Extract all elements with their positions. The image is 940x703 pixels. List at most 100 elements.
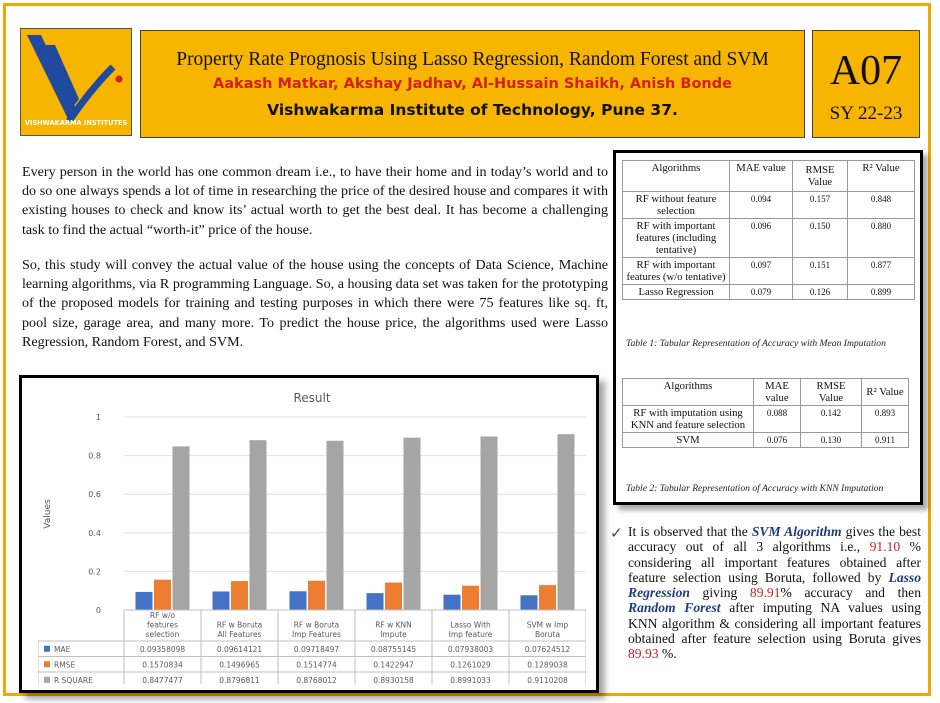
bar-rmse bbox=[154, 579, 171, 610]
table-1-caption: Table 1: Tabular Representation of Accur… bbox=[626, 338, 886, 349]
data-label: 0.1570834 bbox=[142, 660, 183, 669]
table-row: RF with important features (w/o tentativ… bbox=[622, 257, 915, 285]
bar-rmse bbox=[462, 585, 479, 610]
table-header: Algorithms bbox=[622, 160, 730, 192]
intro-paragraph-2: So, this study will convey the actual va… bbox=[22, 257, 608, 350]
svm-accuracy: 91.10 bbox=[869, 539, 901, 555]
data-label: 0.9110208 bbox=[527, 676, 568, 684]
bar-r-square bbox=[249, 440, 267, 610]
y-tick-label: 0.6 bbox=[88, 490, 101, 499]
table-cell: 0.151 bbox=[792, 257, 848, 285]
result-chart-frame: Result Values 0 0.2 0.4 0.6 0.8 1 RF w/o features… bbox=[19, 375, 599, 693]
logo: VISHWAKARMA INSTITUTES bbox=[20, 28, 132, 136]
svm-highlight: SVM Algorithm bbox=[751, 524, 842, 539]
project-code-box: A07 SY 22-23 bbox=[812, 30, 920, 138]
lasso-highlight: Lasso Regression bbox=[628, 569, 921, 601]
data-label: 0.08755145 bbox=[371, 645, 417, 654]
intro-paragraph-1: Every person in the world has one common… bbox=[22, 164, 608, 238]
bar-r-square bbox=[480, 436, 498, 610]
table-cell: RF with important features (including te… bbox=[622, 218, 730, 258]
bar-mae bbox=[135, 591, 153, 610]
data-label: 0.8477477 bbox=[142, 676, 183, 684]
conclusion-text: It is observed that the SVM Algorithm gi… bbox=[628, 524, 921, 662]
table-cell: 0.076 bbox=[753, 432, 801, 448]
category-label: RF w Boruta Imp Features bbox=[292, 621, 341, 640]
bar-r-square bbox=[172, 446, 190, 610]
table-cell: 0.096 bbox=[729, 218, 793, 258]
data-label: 0.1261029 bbox=[450, 660, 491, 669]
checkmark-icon: ✓ bbox=[610, 524, 623, 542]
legend-swatch-mae bbox=[44, 645, 50, 652]
y-axis-label: Values bbox=[43, 499, 53, 529]
data-label: 0.1289038 bbox=[527, 660, 568, 669]
table-header: RMSE Value bbox=[792, 160, 848, 192]
table-header: MAE value bbox=[753, 378, 801, 406]
table-cell: 0.079 bbox=[729, 284, 793, 300]
category-label: RF w Boruta All Features bbox=[217, 621, 263, 640]
table-cell: 0.150 bbox=[792, 218, 848, 258]
table-cell: 0.911 bbox=[861, 432, 909, 448]
table-cell: 0.088 bbox=[753, 405, 801, 433]
legend-swatch-rmse bbox=[44, 661, 50, 668]
table-cell: RF with important features (w/o tentativ… bbox=[622, 257, 730, 285]
vishwakarma-logo-icon: VISHWAKARMA INSTITUTES bbox=[25, 35, 128, 127]
data-label: 0.09358098 bbox=[140, 645, 186, 654]
table-cell: 0.893 bbox=[861, 405, 909, 433]
table-cell: 0.877 bbox=[847, 257, 915, 285]
table-header: MAE value bbox=[729, 160, 793, 192]
table-cell: RF with imputation using KNN and feature… bbox=[622, 405, 754, 433]
category-label: RF w KNN Impute bbox=[375, 621, 412, 640]
legend-swatch-r-square bbox=[44, 676, 50, 683]
y-tick-label: 1 bbox=[96, 413, 101, 422]
conclusion-fragment: It is observed that the bbox=[628, 524, 752, 539]
conclusion-fragment: % considering all important features obt… bbox=[628, 539, 921, 585]
table-cell: 0.880 bbox=[847, 218, 915, 258]
chart-title: Result bbox=[293, 391, 330, 405]
table-header-row: Algorithms MAE value RMSE Value R² Value bbox=[622, 378, 909, 406]
table-cell: 0.126 bbox=[792, 284, 848, 300]
table-row: Lasso Regression 0.079 0.126 0.899 bbox=[622, 284, 915, 300]
bar-rmse bbox=[539, 585, 556, 610]
table-2-caption: Table 2: Tabular Representation of Accur… bbox=[626, 483, 884, 494]
data-label: 0.09614121 bbox=[217, 645, 263, 654]
bar-r-square bbox=[326, 440, 344, 610]
table-header: R² Value bbox=[861, 378, 909, 406]
y-tick-label: 0.2 bbox=[88, 567, 101, 576]
result-chart: Result Values 0 0.2 0.4 0.6 0.8 1 RF w/o features… bbox=[37, 384, 587, 688]
rf-accuracy: 89.93 bbox=[628, 646, 659, 662]
authors: Aakash Matkar, Akshay Jadhav, Al-Hussain… bbox=[213, 76, 732, 92]
data-label: 0.09718497 bbox=[294, 645, 340, 654]
category-label: SVM w Imp Boruta bbox=[527, 621, 569, 640]
bar-mae bbox=[520, 595, 538, 610]
bar-mae bbox=[366, 593, 384, 610]
y-tick-label: 0.4 bbox=[88, 529, 101, 538]
data-label: 0.8991033 bbox=[450, 676, 491, 684]
poster-title: Property Rate Prognosis Using Lasso Regr… bbox=[176, 49, 769, 70]
data-label: 0.1496965 bbox=[219, 660, 260, 669]
logo-text: VISHWAKARMA INSTITUTES bbox=[25, 119, 128, 127]
conclusion-fragment: giving bbox=[689, 585, 750, 601]
bar-mae bbox=[443, 594, 461, 610]
table-cell: SVM bbox=[622, 432, 754, 448]
table-cell: Lasso Regression bbox=[622, 284, 730, 300]
data-label: 0.07938003 bbox=[448, 645, 494, 654]
title-banner: Property Rate Prognosis Using Lasso Regr… bbox=[140, 30, 805, 138]
table-cell: 0.899 bbox=[847, 284, 915, 300]
accuracy-table-mean: Algorithms MAE value RMSE Value R² Value… bbox=[622, 160, 915, 300]
legend-entry: R SQUARE bbox=[54, 676, 93, 684]
table-row: RF without feature selection 0.094 0.157… bbox=[622, 191, 915, 219]
table-header: Algorithms bbox=[622, 378, 754, 406]
bar-rmse bbox=[308, 580, 325, 610]
table-cell: 0.848 bbox=[847, 191, 915, 219]
data-label: 0.8768012 bbox=[296, 676, 337, 684]
table-cell: 0.094 bbox=[729, 191, 793, 219]
bar-mae bbox=[289, 591, 307, 610]
lasso-accuracy: 89.91 bbox=[749, 585, 781, 601]
project-code: A07 bbox=[829, 48, 903, 94]
legend-entry: MAE bbox=[54, 645, 71, 654]
poster-frame bbox=[3, 3, 931, 696]
legend-entry: RMSE bbox=[54, 660, 75, 669]
table-header-row: Algorithms MAE value RMSE Value R² Value bbox=[622, 160, 915, 192]
category-label: Lasso With Imp feature bbox=[449, 621, 493, 640]
data-label: 0.8796811 bbox=[219, 676, 260, 684]
